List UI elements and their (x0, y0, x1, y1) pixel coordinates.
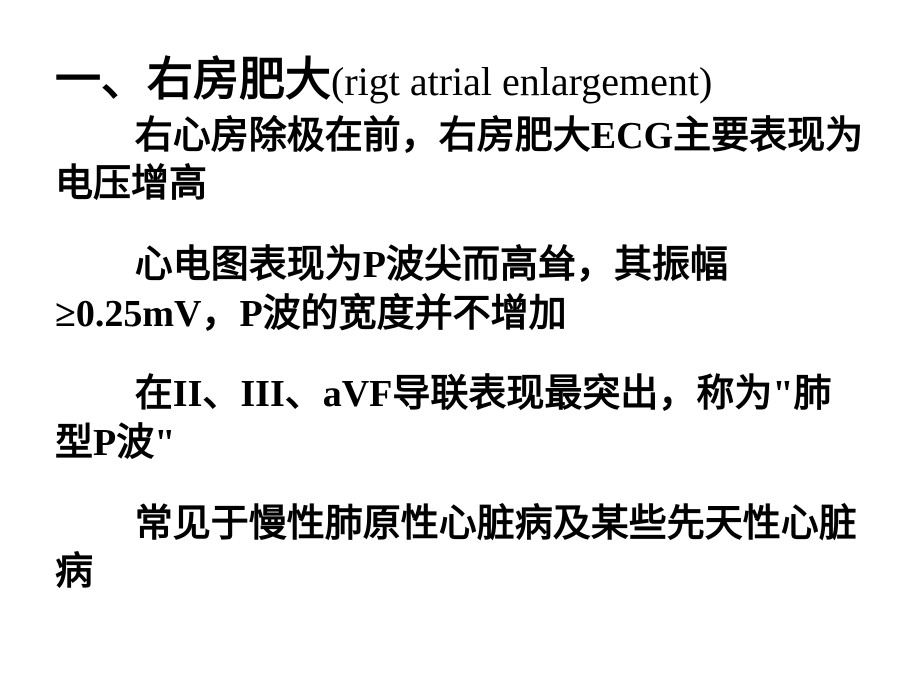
title-cn: 一、右房肥大 (55, 54, 331, 105)
paragraph-2: 心电图表现为P波尖而高耸，其振幅≥0.25mV，P波的宽度并不增加 (55, 241, 865, 338)
slide-title: 一、右房肥大(rigt atrial enlargement) (55, 50, 865, 110)
paragraph-1: 右心房除极在前，右房肥大ECG主要表现为电压增高 (55, 112, 865, 209)
paragraph-4: 常见于慢性肺原性心脏病及某些先天性心脏病 (55, 500, 865, 597)
slide: 一、右房肥大(rigt atrial enlargement) 右心房除极在前，… (0, 0, 920, 690)
paragraph-3: 在II、III、aVF导联表现最突出，称为"肺型P波" (55, 370, 865, 467)
title-en: (rigt atrial enlargement) (331, 59, 712, 104)
